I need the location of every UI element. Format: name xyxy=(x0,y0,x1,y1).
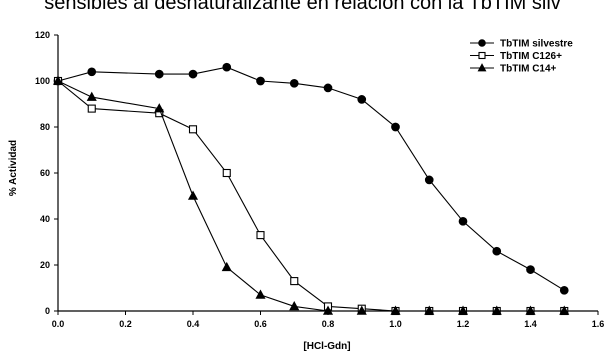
series-line xyxy=(57,80,565,312)
series-3 xyxy=(52,75,570,315)
series-point xyxy=(559,285,569,295)
series-point xyxy=(52,75,64,85)
series-point xyxy=(255,289,266,299)
series-point xyxy=(525,305,536,315)
x-tick-label: 0.8 xyxy=(322,319,335,329)
series-point xyxy=(222,62,232,72)
y-tick-label: 0 xyxy=(45,306,50,316)
series-point xyxy=(424,305,435,315)
legend-label: TbTIM C126+ xyxy=(500,51,562,62)
series-point xyxy=(323,83,333,93)
series-point xyxy=(256,76,265,86)
series-point xyxy=(222,168,231,178)
series-line xyxy=(57,80,565,312)
series-point xyxy=(478,51,486,60)
series-point xyxy=(188,69,198,79)
series-point xyxy=(492,246,502,256)
series-point xyxy=(559,305,570,315)
y-tick-label: 60 xyxy=(40,168,50,178)
series-point xyxy=(289,300,300,311)
series-layer xyxy=(52,62,570,316)
legend-label: TbTIM silvestre xyxy=(500,39,573,50)
x-tick-label: 0.6 xyxy=(254,319,267,329)
y-axis-label: % Actividad xyxy=(8,140,19,196)
x-tick-label: 0.4 xyxy=(187,319,200,329)
series-point xyxy=(154,69,164,79)
x-tick-label: 0.0 xyxy=(52,319,65,329)
series-point xyxy=(390,305,401,315)
y-tick-label: 100 xyxy=(35,76,50,86)
series-line xyxy=(57,66,565,291)
series-2 xyxy=(53,76,569,316)
series-point xyxy=(289,78,299,88)
series-point xyxy=(357,95,367,104)
series-point xyxy=(87,67,97,77)
series-point xyxy=(188,125,198,134)
series-point xyxy=(391,122,400,132)
series-point xyxy=(424,175,434,185)
legend-item: TbTIM C126+ xyxy=(470,51,562,62)
series-point xyxy=(86,91,97,101)
series-point xyxy=(290,277,299,286)
series-point xyxy=(187,190,199,200)
series-point xyxy=(526,265,535,274)
x-tick-label: 0.2 xyxy=(119,319,132,329)
y-tick-label: 20 xyxy=(40,260,50,270)
y-tick-label: 40 xyxy=(40,214,50,224)
series-point xyxy=(356,305,367,315)
series-point xyxy=(457,305,469,315)
series-point xyxy=(256,231,265,240)
legend-label: TbTIM C14+ xyxy=(500,64,557,75)
x-axis-label: [HCl-Gdn] xyxy=(303,341,350,352)
series-point xyxy=(478,39,486,47)
series-1 xyxy=(53,62,569,295)
series-point xyxy=(477,63,487,72)
legend-item: TbTIM silvestre xyxy=(470,39,573,50)
x-tick-label: 1.6 xyxy=(592,319,605,329)
series-point xyxy=(221,261,232,272)
x-tick-label: 1.0 xyxy=(389,319,402,329)
axes: 0.0 0.2 0.4 0.6 0.8 1.0 1.2 1.4 1.6 0 20 40 60 80 100 1… xyxy=(35,30,604,329)
series-point xyxy=(458,216,468,226)
series-point xyxy=(491,305,502,315)
series-point xyxy=(87,104,96,113)
series-point xyxy=(154,103,165,113)
x-tick-label: 1.2 xyxy=(457,319,470,329)
page-title: sensibles al desnaturalizante en relació… xyxy=(44,0,561,14)
series-point xyxy=(322,305,334,315)
y-tick-label: 120 xyxy=(35,30,50,40)
y-tick-label: 80 xyxy=(40,122,50,132)
x-tick-label: 1.4 xyxy=(524,319,537,329)
legend-item: TbTIM C14+ xyxy=(470,63,557,75)
